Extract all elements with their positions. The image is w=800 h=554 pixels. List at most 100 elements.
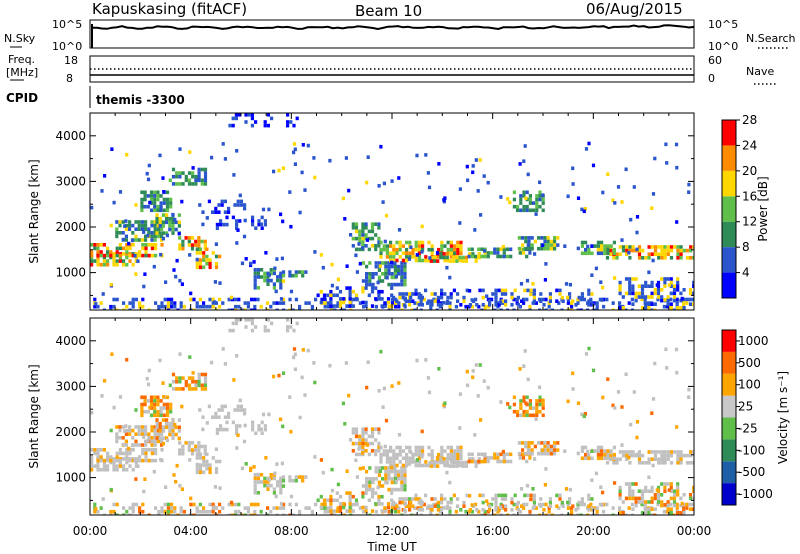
scatter-cell	[394, 304, 398, 309]
scatter-cell	[150, 238, 154, 242]
scatter-cell	[470, 459, 474, 464]
scatter-cell	[433, 497, 437, 501]
scatter-cell	[150, 246, 154, 251]
scatter-cell	[672, 496, 677, 501]
scatter-cell	[446, 295, 450, 300]
colorbar-tick-label: 100	[738, 378, 761, 392]
scatter-cell	[213, 280, 217, 284]
scatter-cell	[266, 123, 270, 128]
scatter-cell	[122, 262, 126, 267]
scatter-cell	[621, 500, 625, 504]
scatter-cell	[227, 210, 231, 214]
scatter-cell	[330, 488, 334, 493]
scatter-cell	[187, 171, 192, 175]
scatter-cell	[529, 493, 533, 498]
scatter-cell	[171, 167, 176, 172]
scatter-cell	[232, 378, 236, 382]
scatter-cell	[566, 194, 570, 199]
scatter-cell	[144, 234, 148, 239]
scatter-cell	[448, 259, 453, 263]
scatter-cell	[365, 385, 369, 390]
scatter-cell	[263, 325, 267, 329]
scatter-cell	[393, 469, 397, 474]
scatter-cell	[141, 243, 145, 247]
scatter-cell	[188, 355, 192, 359]
scatter-cell	[477, 254, 481, 259]
scatter-cell	[263, 271, 267, 276]
scatter-cell	[486, 385, 490, 390]
scatter-cell	[354, 502, 359, 506]
scatter-cell	[141, 509, 145, 514]
scatter-cell	[220, 408, 224, 412]
scatter-cell	[99, 448, 103, 452]
scatter-cell	[494, 303, 498, 307]
scatter-cell	[644, 511, 648, 515]
scatter-cell	[631, 248, 635, 253]
scatter-cell	[430, 247, 434, 252]
scatter-cell	[234, 321, 238, 326]
scatter-cell	[624, 291, 629, 296]
scatter-cell	[458, 392, 462, 396]
scatter-cell	[118, 190, 123, 194]
scatter-cell	[156, 223, 160, 228]
scatter-cell	[253, 275, 257, 279]
scatter-cell	[395, 456, 399, 461]
scatter-cell	[102, 243, 106, 247]
scatter-cell	[286, 325, 290, 329]
scatter-cell	[125, 246, 129, 251]
scatter-cell	[143, 399, 147, 403]
scatter-cell	[228, 328, 232, 333]
scatter-cell	[529, 292, 533, 297]
scatter-cell	[365, 264, 369, 269]
scatter-cell	[547, 304, 551, 309]
scatter-cell	[307, 506, 311, 510]
scatter-cell	[137, 425, 141, 429]
scatter-cell	[191, 166, 195, 170]
scatter-cell	[237, 509, 241, 514]
scatter-cell	[669, 485, 673, 490]
scatter-cell	[400, 261, 404, 265]
scatter-cell	[529, 288, 533, 293]
scatter-cell	[238, 424, 242, 428]
scatter-cell	[252, 465, 256, 469]
scatter-cell	[343, 422, 347, 426]
scatter-cell	[203, 376, 208, 380]
scatter-cell	[618, 457, 622, 461]
scatter-cell	[663, 461, 667, 465]
scatter-cell	[486, 180, 490, 185]
scatter-cell	[606, 452, 610, 457]
scatter-cell	[156, 234, 160, 239]
scatter-cell	[217, 203, 221, 207]
scatter-cell	[398, 500, 402, 505]
scatter-cell	[653, 288, 657, 292]
scatter-cell	[692, 280, 694, 285]
scatter-cell	[286, 120, 290, 124]
scatter-cell	[306, 348, 310, 353]
scatter-cell	[446, 445, 450, 450]
scatter-cell	[587, 288, 591, 293]
scatter-cell	[403, 264, 407, 269]
scatter-cell	[576, 506, 580, 510]
scatter-cell	[195, 470, 199, 475]
scatter-cell	[147, 231, 151, 235]
scatter-cell	[408, 456, 412, 461]
scatter-cell	[433, 292, 437, 296]
scatter-cell	[178, 246, 182, 251]
scatter-cell	[197, 178, 201, 183]
scatter-cell	[149, 406, 154, 410]
scatter-cell	[115, 436, 119, 440]
scatter-cell	[156, 399, 160, 403]
scatter-cell	[669, 450, 674, 454]
scatter-cell	[405, 452, 409, 457]
scatter-cell	[506, 197, 510, 201]
scatter-cell	[672, 503, 677, 508]
scatter-cell	[542, 303, 546, 307]
scatter-cell	[522, 413, 526, 418]
scatter-cell	[461, 259, 465, 263]
scatter-cell	[231, 328, 235, 333]
scatter-cell	[229, 295, 234, 300]
scatter-cell	[96, 509, 100, 514]
scatter-cell	[595, 301, 599, 305]
scatter-cell	[161, 231, 165, 235]
scatter-cell	[266, 487, 270, 491]
